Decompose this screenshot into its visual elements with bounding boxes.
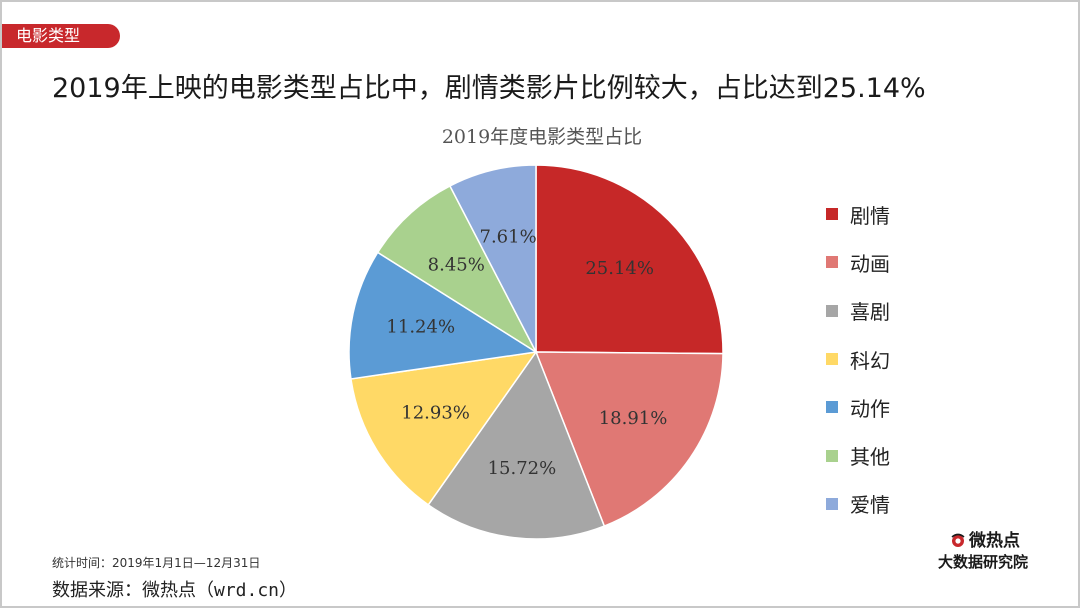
legend-swatch: [826, 208, 838, 221]
legend-item: 科幻: [826, 335, 890, 383]
pie-slice-4: [350, 351, 538, 506]
pie-slice-3: [427, 350, 606, 540]
brand-block: 微热点 大数据研究院: [938, 526, 1028, 572]
slice-value-label: 11.24%: [386, 317, 455, 338]
legend-swatch: [826, 304, 838, 317]
chart-legend: 剧情动画喜剧科幻动作其他爱情: [826, 190, 890, 528]
legend-label: 动画: [850, 251, 890, 276]
section-tag: 电影类型: [2, 24, 120, 48]
time-range-note: 统计时间：2019年1月1日—12月31日: [52, 556, 261, 570]
brand-logo-text: 微热点: [969, 531, 1020, 551]
pie-slice-1: [535, 164, 724, 355]
weiredian-eye-logo-icon: [950, 532, 966, 547]
legend-label: 其他: [850, 445, 890, 470]
brand-subtitle: 大数据研究院: [938, 553, 1029, 571]
pie-slice-2: [534, 351, 724, 528]
legend-label: 爱情: [850, 493, 890, 518]
slice-value-label: 25.14%: [585, 258, 654, 279]
legend-item: 动作: [826, 383, 890, 431]
pie-slice-5: [348, 251, 539, 380]
legend-label: 剧情: [850, 203, 890, 228]
slice-value-label: 12.93%: [401, 403, 470, 424]
legend-item: 爱情: [826, 480, 890, 528]
legend-swatch: [826, 401, 838, 414]
chart-title: 2019年度电影类型占比: [441, 126, 643, 148]
slice-value-label: 7.61%: [480, 227, 537, 248]
data-source-note: 数据来源：微热点（wrd.cn）: [52, 580, 298, 601]
legend-swatch: [826, 353, 838, 366]
slice-value-label: 15.72%: [488, 458, 557, 479]
legend-label: 动作: [850, 396, 890, 421]
legend-swatch: [826, 256, 838, 269]
legend-swatch: [826, 497, 838, 510]
legend-item: 剧情: [826, 190, 890, 238]
page-headline: 2019年上映的电影类型占比中，剧情类影片比例较大，占比达到25.14%: [52, 73, 926, 104]
slice-value-label: 18.91%: [599, 408, 668, 429]
legend-item: 动画: [826, 238, 890, 286]
brand-logo: 微热点: [938, 526, 1028, 551]
legend-label: 科幻: [850, 348, 890, 373]
pie-slice-6: [376, 184, 538, 355]
pie-slice-7: [448, 164, 537, 353]
slice-value-label: 8.45%: [428, 254, 485, 275]
legend-label: 喜剧: [850, 300, 890, 325]
legend-item: 其他: [826, 431, 890, 479]
legend-swatch: [826, 449, 838, 462]
legend-item: 喜剧: [826, 287, 890, 335]
